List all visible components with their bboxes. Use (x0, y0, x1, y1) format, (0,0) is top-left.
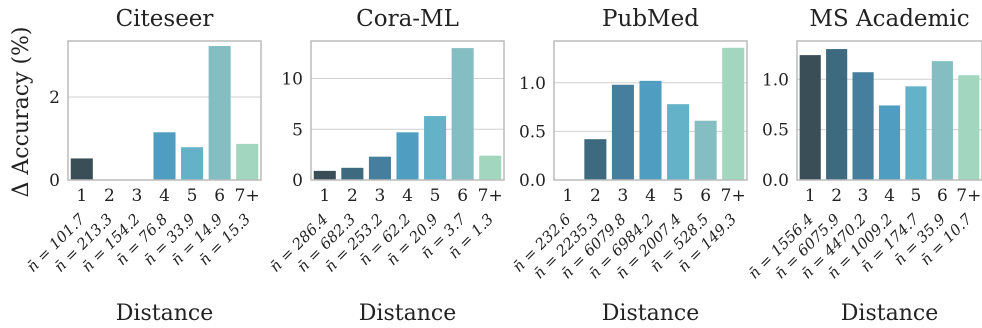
x-tick-label: 1 (805, 186, 816, 206)
x-tick-label: 6 (937, 186, 948, 206)
bar-2 (826, 49, 848, 181)
x-tick-label: 6 (457, 186, 468, 206)
bar-6 (451, 48, 474, 180)
plot-frame (310, 40, 505, 181)
x-tick-label: 3 (618, 186, 629, 206)
y-tick-label: 0 (49, 171, 60, 191)
bar-5 (905, 86, 927, 180)
bar-6 (931, 61, 953, 180)
x-tick-label: 3 (858, 186, 869, 206)
x-axis-label: Distance (841, 301, 938, 326)
y-tick-label: 1.0 (762, 70, 789, 90)
x-axis-label: Distance (116, 301, 213, 326)
x-tick-label: 6 (214, 186, 225, 206)
x-tick-label: 1 (562, 186, 573, 206)
y-tick-label: 0.5 (519, 122, 546, 142)
bar-7+ (958, 75, 980, 180)
panel-ms-academic: 0.00.51.01n̄ = 1556.42n̄ = 6075.93n̄ = 4… (745, 6, 982, 326)
x-tick-label: 7+ (721, 186, 746, 206)
y-tick-label: 0.0 (762, 171, 789, 191)
bar-6 (208, 45, 231, 181)
bar-1 (313, 170, 336, 180)
x-tick-label: 5 (187, 186, 198, 206)
bar-3 (368, 156, 391, 180)
panel-title: Citeseer (116, 6, 214, 32)
y-tick-label: 10 (281, 70, 303, 90)
x-tick-label: 4 (645, 186, 656, 206)
y-tick-label: 1.0 (519, 74, 546, 94)
bar-4 (396, 132, 419, 180)
x-tick-label: 3 (375, 186, 386, 206)
x-tick-label: 5 (673, 186, 684, 206)
x-tick-label: 6 (700, 186, 711, 206)
bar-7+ (479, 155, 502, 180)
x-tick-label: 1 (319, 186, 330, 206)
plot-frame (553, 40, 748, 181)
bar-4 (878, 105, 901, 180)
bar-2 (341, 167, 364, 180)
x-tick-label: 5 (911, 186, 922, 206)
x-tick-label: 7+ (235, 186, 260, 206)
x-axis-label: Distance (602, 301, 699, 326)
plot-frame (796, 40, 982, 181)
bar-1 (70, 158, 93, 180)
x-tick-label: 2 (347, 186, 358, 206)
y-tick-label: 2 (49, 88, 60, 108)
y-tick-label: 0.0 (519, 171, 546, 191)
plot-frame (67, 40, 262, 181)
x-axis-label: Distance (359, 301, 456, 326)
panel-title: Cora-ML (356, 6, 459, 32)
bar-2 (584, 139, 607, 180)
x-tick-label: 2 (590, 186, 601, 206)
x-tick-label: 4 (884, 186, 895, 206)
bar-4 (153, 132, 176, 180)
panel-title: MS Academic (809, 6, 969, 32)
x-tick-label: 4 (159, 186, 170, 206)
x-tick-label: 2 (831, 186, 842, 206)
bar-4 (639, 80, 662, 180)
bar-5 (181, 147, 204, 180)
bar-6 (694, 120, 717, 180)
x-tick-label: 1 (76, 186, 87, 206)
x-tick-label: 7+ (478, 186, 503, 206)
x-tick-label: 2 (104, 186, 115, 206)
y-tick-label: 0 (292, 171, 303, 191)
bar-3 (852, 72, 874, 180)
panel-title: PubMed (602, 6, 699, 32)
bar-5 (667, 104, 690, 180)
bar-7+ (722, 47, 745, 180)
y-tick-label: 0.5 (762, 121, 789, 141)
x-tick-label: 7+ (956, 186, 981, 206)
panel-pubmed: 0.00.51.01n̄ = 232.62n̄ = 2235.33n̄ = 60… (509, 6, 748, 326)
bar-3 (611, 84, 634, 180)
y-tick-label: 5 (292, 120, 303, 140)
x-tick-label: 5 (430, 186, 441, 206)
bar-1 (799, 55, 821, 180)
x-tick-label: 4 (402, 186, 413, 206)
bar-7+ (236, 143, 259, 180)
x-tick-label: 3 (132, 186, 143, 206)
y-axis-label: Δ Accuracy (%) (9, 26, 34, 197)
bar-5 (424, 116, 447, 180)
